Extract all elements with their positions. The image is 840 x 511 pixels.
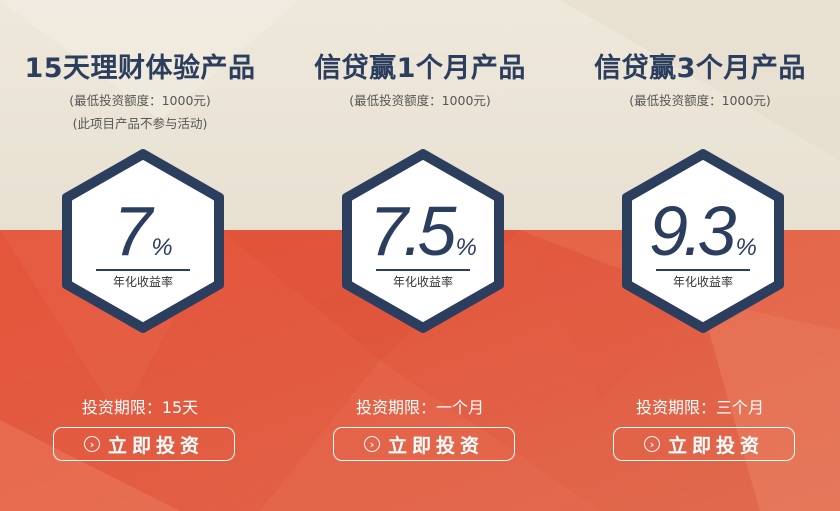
chevron-right-circle-icon: › <box>643 436 660 452</box>
rate-value: 9.3 <box>649 192 736 270</box>
percent-sign: % <box>151 234 173 261</box>
min-investment-note: (最低投资额度：1000元) <box>69 93 211 108</box>
chevron-right-circle-icon: › <box>363 436 380 452</box>
rate-divider <box>376 269 470 271</box>
invest-now-button[interactable]: › 立即投资 <box>613 427 795 461</box>
min-investment-note: (最低投资额度：1000元) <box>349 93 491 108</box>
activity-note: (此项目产品不参与活动) <box>72 116 208 131</box>
rate-hexagon: 7% 年化收益率 <box>58 148 228 334</box>
investment-term: 投资期限：15天 <box>81 398 199 417</box>
invest-button-label: 立即投资 <box>107 434 204 457</box>
min-investment-note: (最低投资额度：1000元) <box>629 93 771 108</box>
product-title: 信贷赢1个月产品 <box>314 53 526 84</box>
percent-sign: % <box>455 234 477 261</box>
rate-divider <box>96 269 190 271</box>
invest-button-label: 立即投资 <box>667 434 764 457</box>
rate-label: 年化收益率 <box>112 275 173 289</box>
rate-hexagon: 7.5% 年化收益率 <box>338 148 508 334</box>
rate-value: 7.5 <box>369 192 456 270</box>
product-title: 15天理财体验产品 <box>24 53 256 84</box>
product-card: 信贷赢3个月产品 (最低投资额度：1000元) 9.3% 年化收益率 投资期限：… <box>560 0 840 511</box>
rate-divider <box>656 269 750 271</box>
rate-value: 7 <box>113 192 152 270</box>
invest-now-button[interactable]: › 立即投资 <box>53 427 235 461</box>
investment-term: 投资期限：三个月 <box>635 398 764 417</box>
product-title: 信贷赢3个月产品 <box>594 53 806 84</box>
invest-now-button[interactable]: › 立即投资 <box>333 427 515 461</box>
investment-term: 投资期限：一个月 <box>355 398 484 417</box>
rate-label: 年化收益率 <box>672 275 733 289</box>
chevron-right-circle-icon: › <box>83 436 100 452</box>
product-card: 15天理财体验产品 (最低投资额度：1000元) (此项目产品不参与活动) 7%… <box>0 0 280 511</box>
invest-button-label: 立即投资 <box>387 434 484 457</box>
annual-rate: 9.3% <box>618 196 788 266</box>
rate-hexagon: 9.3% 年化收益率 <box>618 148 788 334</box>
rate-label: 年化收益率 <box>392 275 453 289</box>
annual-rate: 7.5% <box>338 196 508 266</box>
percent-sign: % <box>735 234 757 261</box>
annual-rate: 7% <box>58 196 228 266</box>
product-card: 信贷赢1个月产品 (最低投资额度：1000元) 7.5% 年化收益率 投资期限：… <box>280 0 560 511</box>
